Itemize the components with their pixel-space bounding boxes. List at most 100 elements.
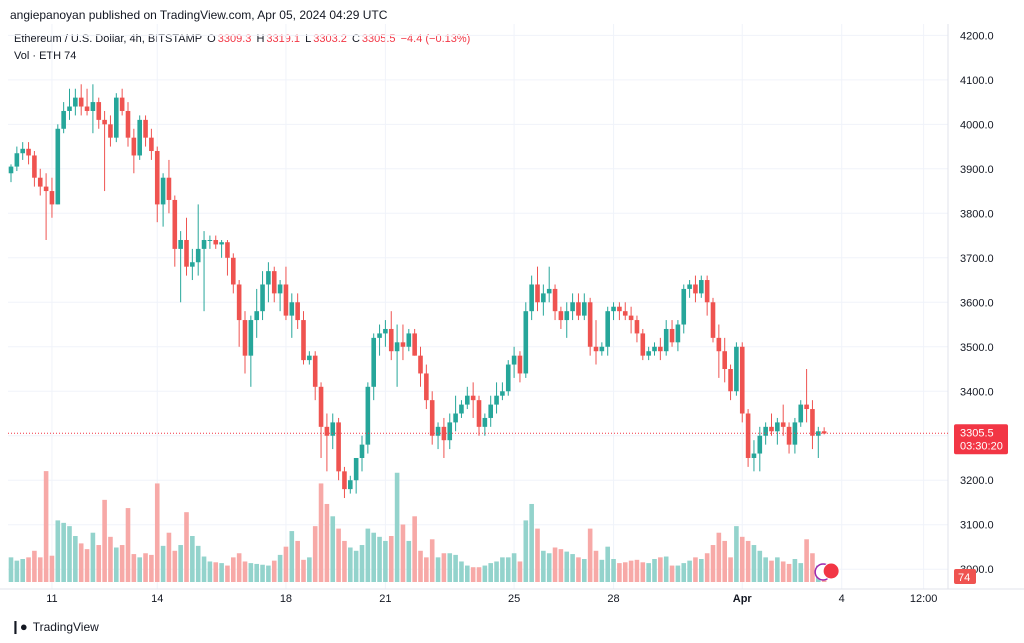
candle-body — [447, 422, 453, 441]
last-price-badge — [954, 424, 1008, 455]
candle-body — [248, 320, 254, 356]
candle-body — [699, 280, 704, 294]
y-tick-label: 4100.0 — [960, 75, 994, 87]
volume-bar — [465, 565, 470, 582]
candle-body — [49, 191, 55, 205]
volume-bar — [564, 551, 570, 582]
volume-bar — [699, 559, 704, 582]
candle-body — [312, 355, 318, 387]
candle-body — [470, 395, 476, 401]
volume-bar — [266, 565, 271, 582]
y-tick-label: 3900.0 — [960, 164, 994, 176]
volume-bar — [225, 565, 230, 582]
candle-body — [505, 364, 511, 392]
candle-body — [90, 102, 96, 111]
volume-bar — [500, 557, 505, 582]
candle-body — [283, 284, 289, 316]
candle-body — [593, 346, 599, 352]
volume-bar — [769, 560, 774, 582]
volume-bar — [190, 536, 195, 582]
last-volume-badge — [954, 569, 976, 584]
volume-bar — [710, 545, 716, 582]
volume-bar — [488, 563, 493, 582]
candle-body — [675, 324, 681, 343]
volume-bar — [459, 561, 464, 582]
volume-bar — [388, 536, 394, 582]
volume-bar — [248, 563, 254, 582]
candle-body — [195, 248, 201, 263]
x-tick-label: 28 — [607, 593, 619, 605]
volume-bar — [763, 557, 768, 582]
volume-bar — [587, 528, 593, 582]
footer-brand: TradingView — [32, 620, 99, 634]
candle-body — [786, 426, 792, 445]
candle-body — [687, 284, 692, 289]
candle-body — [26, 148, 31, 156]
candle-body — [184, 239, 189, 267]
volume-bar — [622, 562, 628, 582]
volume-bar — [546, 553, 552, 582]
volume-bar — [599, 559, 605, 582]
volume-legend: Vol · ETH 74 — [14, 50, 76, 62]
volume-bar — [242, 561, 248, 582]
candle-body — [242, 320, 248, 356]
candle-body — [271, 271, 277, 294]
volume-bar — [582, 559, 587, 582]
volume-bar — [336, 528, 341, 582]
candle-body — [295, 302, 300, 321]
candle-body — [324, 426, 330, 436]
x-tick-label: 25 — [508, 593, 520, 605]
candle-body — [669, 328, 675, 343]
volume-bar — [447, 553, 453, 582]
y-tick-label: 3100.0 — [960, 520, 994, 532]
change-value: −4.4 (−0.13%) — [400, 33, 471, 45]
volume-bar — [775, 557, 780, 582]
candle-body — [681, 288, 687, 325]
candle-body — [546, 288, 552, 294]
candle-body — [728, 369, 733, 392]
volume-bar — [675, 565, 681, 582]
volume-bar — [371, 532, 376, 582]
price-chart[interactable]: 4200.0 4100.0 4000.0 3900.0 3800.0 3700.0 3600… — [0, 24, 1024, 614]
volume-bar — [231, 557, 236, 582]
candle-body — [658, 346, 663, 352]
high-label: H — [256, 33, 265, 45]
volume-bar — [786, 563, 792, 582]
candle-body — [535, 284, 540, 303]
volume-bar — [634, 559, 640, 582]
candle-body — [710, 302, 716, 338]
volume-bar — [400, 524, 406, 582]
volume-bar — [307, 557, 312, 582]
candle-body — [78, 97, 84, 107]
candle-body — [558, 311, 564, 321]
volume-bar — [429, 539, 435, 582]
flag-icon — [822, 562, 840, 580]
candle-body — [114, 97, 119, 138]
x-tick-label: 12:00 — [910, 593, 938, 605]
candle-body — [190, 262, 195, 267]
candle-body — [160, 177, 166, 205]
candle-body — [804, 404, 809, 410]
x-tick-label: 21 — [379, 593, 391, 605]
candle-body — [704, 280, 710, 303]
volume-bar — [342, 540, 347, 582]
volume-bar — [102, 499, 107, 582]
volume-bar — [716, 532, 722, 582]
candle-body — [734, 346, 739, 392]
volume-bar — [73, 536, 78, 582]
candle-body — [260, 284, 265, 312]
volume-bar — [552, 547, 558, 582]
symbol-title[interactable]: Ethereum / U.S. Dollar, 4h, BITSTAMP — [14, 33, 203, 45]
volume-bar — [722, 540, 727, 582]
candle-body — [412, 333, 417, 356]
volume-bar — [792, 559, 798, 582]
candle-body — [611, 306, 616, 312]
volume-bar — [271, 560, 277, 582]
y-tick-label: 4200.0 — [960, 30, 994, 42]
x-tick-label: Apr — [733, 593, 753, 605]
candle-body — [482, 417, 488, 427]
volume-bar — [219, 563, 224, 582]
volume-bar — [658, 557, 663, 582]
volume-label[interactable]: Vol · ETH — [14, 50, 62, 62]
volume-bar — [383, 540, 388, 582]
